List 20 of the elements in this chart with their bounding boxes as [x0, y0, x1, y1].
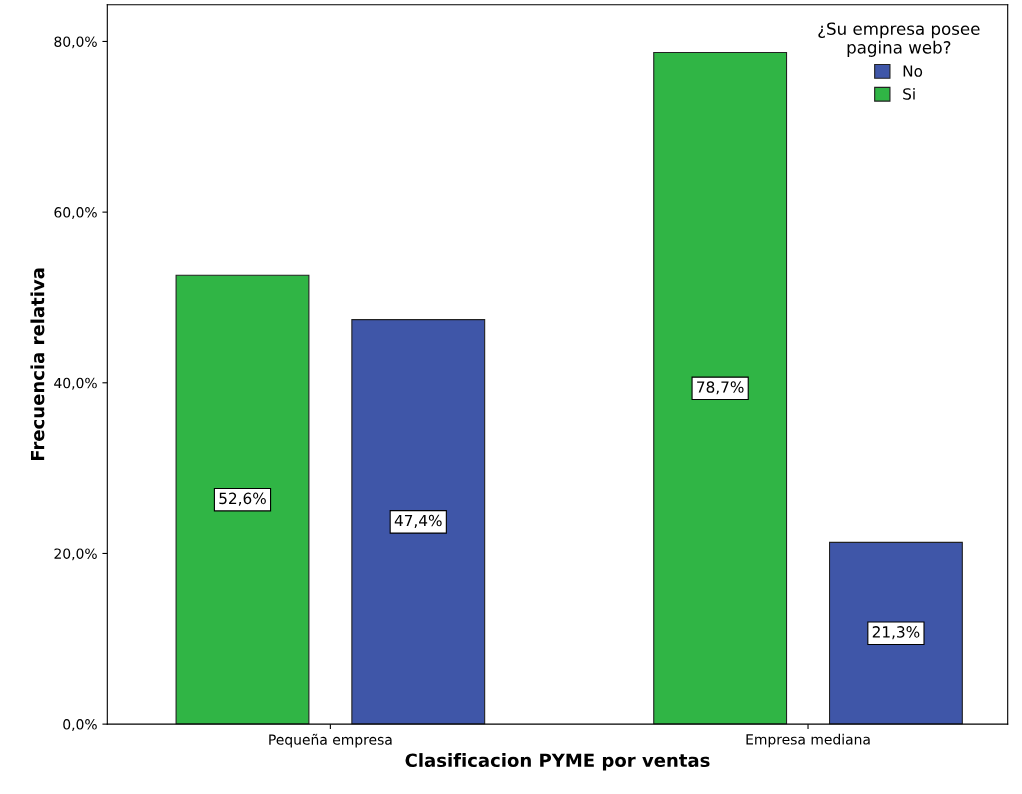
- bar: [653, 51, 788, 725]
- x-tick-label: Pequeña empresa: [269, 733, 392, 748]
- data-label: 52,6%: [219, 492, 266, 506]
- y-tick-label: 20,0%: [54, 548, 97, 561]
- bar: [351, 319, 486, 725]
- data-label: 78,7%: [697, 381, 744, 395]
- x-axis-title: Clasificacion PYME por ventas: [405, 753, 710, 771]
- y-tick-label: 60,0%: [54, 207, 97, 220]
- y-tick-label: 80,0%: [54, 36, 97, 49]
- y-axis-title: Frecuencia relativa: [30, 268, 45, 461]
- legend-title: ¿Su empresa posee pagina web?: [818, 22, 980, 57]
- legend-label: Si: [903, 87, 915, 100]
- bar: [828, 541, 963, 725]
- data-label: 21,3%: [872, 626, 920, 640]
- legend-label: No: [903, 65, 923, 77]
- y-tick-label: 40,0%: [54, 377, 97, 390]
- y-tick-label: 0,0%: [63, 719, 97, 732]
- data-label: 47,4%: [394, 514, 442, 528]
- x-tick-label: Empresa mediana: [746, 733, 870, 748]
- bar: [175, 274, 310, 725]
